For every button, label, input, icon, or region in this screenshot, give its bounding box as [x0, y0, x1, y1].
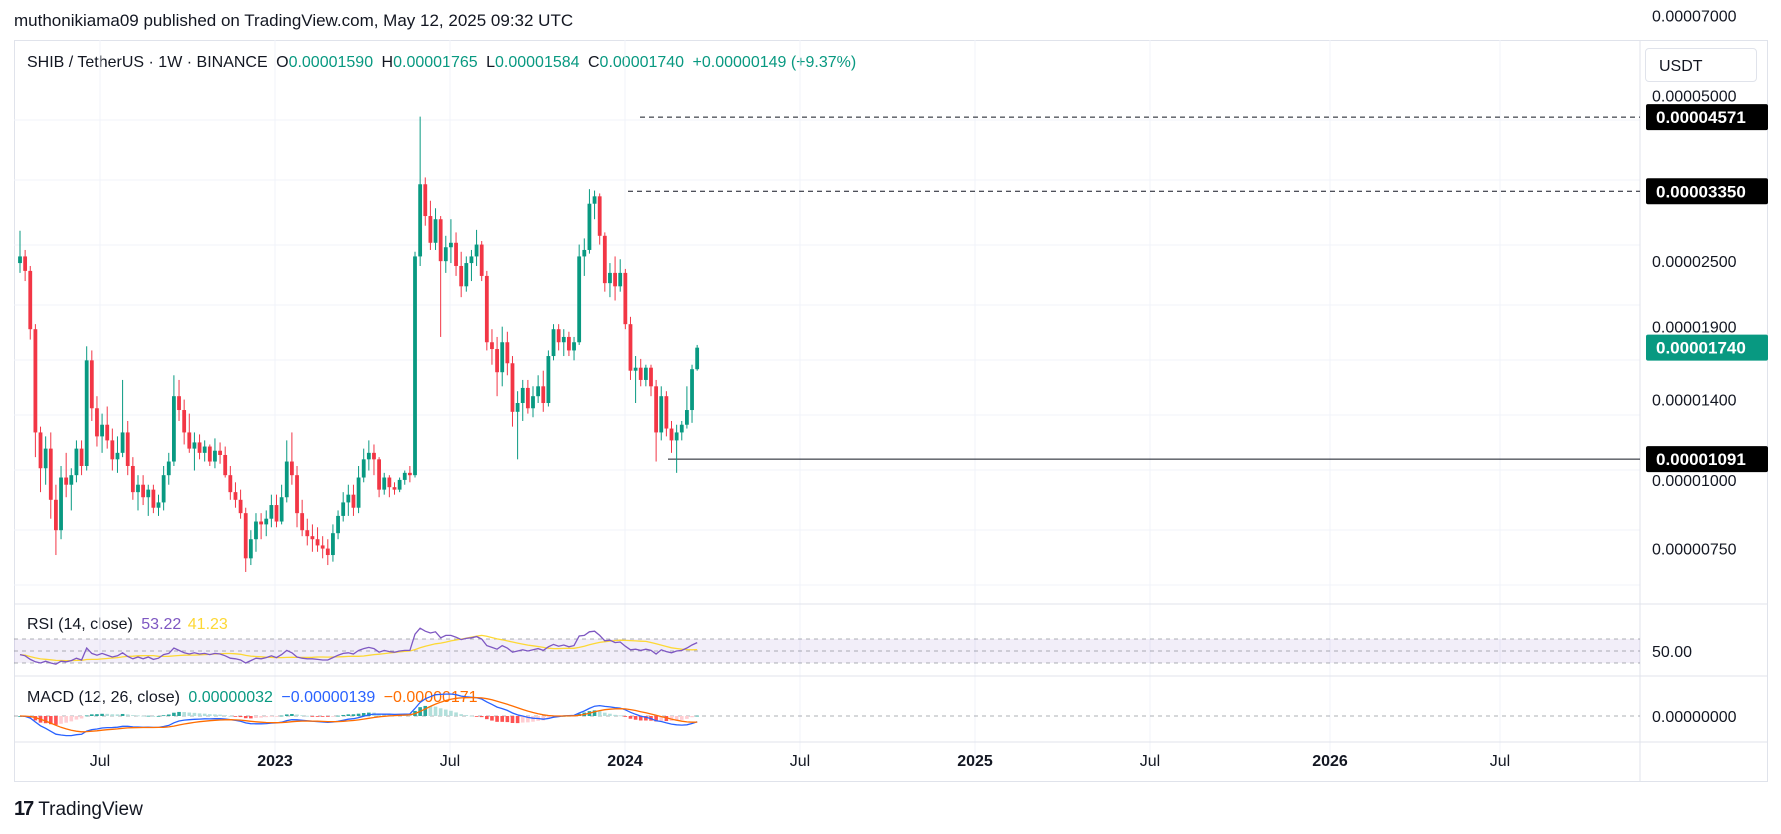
rsi-legend[interactable]: RSI (14, close) 53.22 41.23 [27, 616, 228, 634]
rsi-label: RSI (14, close) [27, 616, 133, 633]
open-label: O [276, 54, 289, 71]
macd-hist-value: 0.00000032 [188, 689, 273, 706]
tradingview-brand: TradingView [38, 798, 143, 820]
high-value: 0.00001765 [393, 54, 478, 71]
open-value: 0.00001590 [288, 54, 374, 71]
rsi-ma-value: 41.23 [187, 616, 228, 633]
currency-selector[interactable]: USDT [1645, 48, 1757, 82]
close-value: 0.00001740 [599, 54, 685, 71]
published-header: muthonikiama09 published on TradingView.… [14, 11, 574, 30]
low-label: L [486, 54, 495, 71]
macd-label: MACD (12, 26, close) [27, 689, 180, 706]
change-value: +0.00000149 (+9.37%) [692, 54, 857, 71]
tradingview-logo[interactable]: 17 TradingView [14, 798, 143, 821]
macd-legend[interactable]: MACD (12, 26, close) 0.00000032 −0.00000… [27, 689, 478, 707]
rsi-value: 53.22 [141, 616, 182, 633]
tradingview-logo-icon: 17 [14, 798, 34, 820]
macd-line-value: −0.00000139 [281, 689, 376, 706]
high-label: H [381, 54, 394, 71]
chart-frame[interactable] [14, 40, 1768, 782]
ohlc-legend: SHIB / TetherUS · 1W · BINANCE O0.000015… [27, 54, 856, 72]
low-value: 0.00001584 [495, 54, 580, 71]
symbol-title[interactable]: SHIB / TetherUS · 1W · BINANCE [27, 54, 268, 71]
macd-signal-value: −0.00000171 [383, 689, 478, 706]
close-label: C [587, 54, 600, 71]
price-tick-label: 0.00007000 [1652, 8, 1737, 25]
